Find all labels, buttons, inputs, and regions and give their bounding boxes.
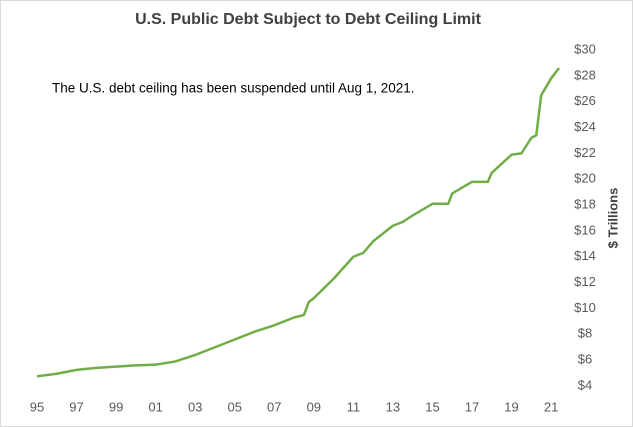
annotation: The U.S. debt ceiling has been suspended…	[52, 81, 415, 96]
y-tick-label: $10	[574, 300, 596, 315]
y-tick-label: $6	[578, 352, 592, 367]
x-tick-label: 07	[267, 399, 281, 414]
x-tick-label: 99	[109, 399, 123, 414]
y-tick-label: $12	[574, 274, 596, 289]
x-tick-label: 01	[148, 399, 162, 414]
x-tick-label: 97	[69, 399, 83, 414]
x-tick-label: 21	[544, 399, 558, 414]
x-tick-label: 09	[307, 399, 321, 414]
x-tick-label: 17	[465, 399, 479, 414]
chart-title: U.S. Public Debt Subject to Debt Ceiling…	[135, 11, 481, 28]
x-tick-label: 13	[386, 399, 400, 414]
x-tick-label: 95	[30, 399, 44, 414]
x-tick-label: 19	[504, 399, 518, 414]
x-tick-label: 03	[188, 399, 202, 414]
y-tick-label: $16	[574, 222, 596, 237]
data-line	[36, 67, 560, 378]
y-tick-label: $28	[574, 67, 596, 82]
x-tick-label: 05	[227, 399, 241, 414]
x-tick-label: 11	[347, 399, 361, 414]
x-tick-label: 15	[425, 399, 439, 414]
y-tick-label: $8	[578, 326, 592, 341]
y-tick-label: $4	[578, 377, 592, 392]
y-tick-label: $24	[574, 119, 596, 134]
y-tick-label: $30	[574, 41, 596, 56]
y-tick-label: $20	[574, 171, 596, 186]
y-tick-label: $22	[574, 145, 596, 160]
y-tick-label: $26	[574, 93, 596, 108]
y-tick-label: $14	[574, 248, 596, 263]
y-axis-title: $ Trillions	[605, 188, 620, 249]
y-tick-label: $18	[574, 197, 596, 212]
